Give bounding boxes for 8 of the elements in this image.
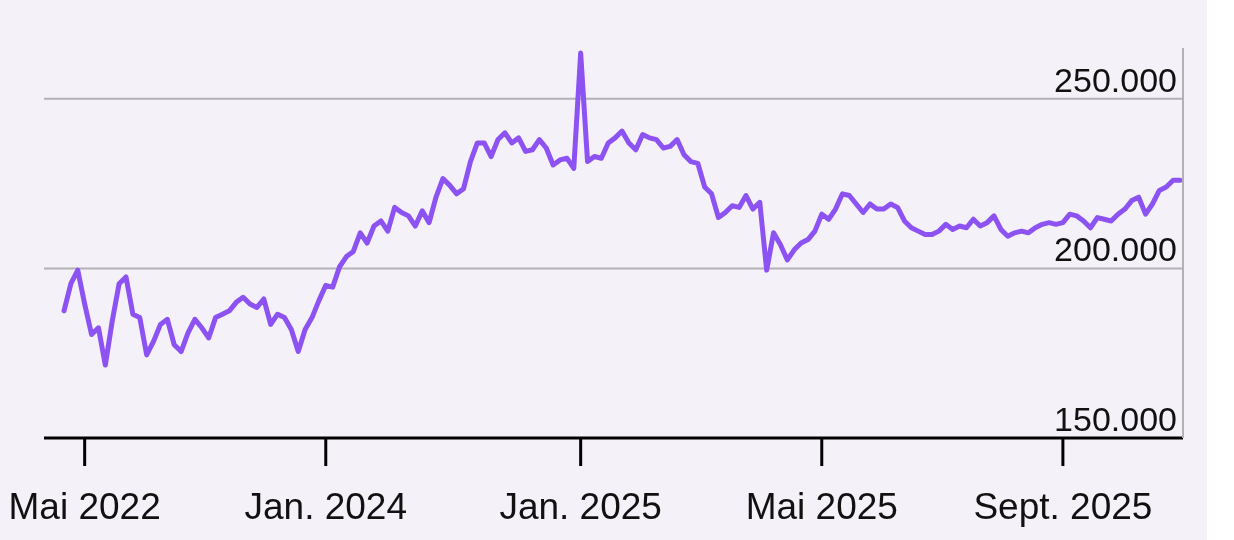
y-tick-label: 150.000 xyxy=(1054,400,1177,438)
x-tick-label: Jan. 2024 xyxy=(244,486,408,527)
x-tick-label: Jan. 2025 xyxy=(499,486,662,527)
x-tick-label: Mai 2022 xyxy=(8,486,161,527)
y-tick-label: 250.000 xyxy=(1054,60,1177,99)
x-tick-label: Sept. 2025 xyxy=(973,486,1153,527)
x-tick-label: Mai 2025 xyxy=(745,486,898,527)
y-tick-label: 200.000 xyxy=(1054,230,1177,269)
